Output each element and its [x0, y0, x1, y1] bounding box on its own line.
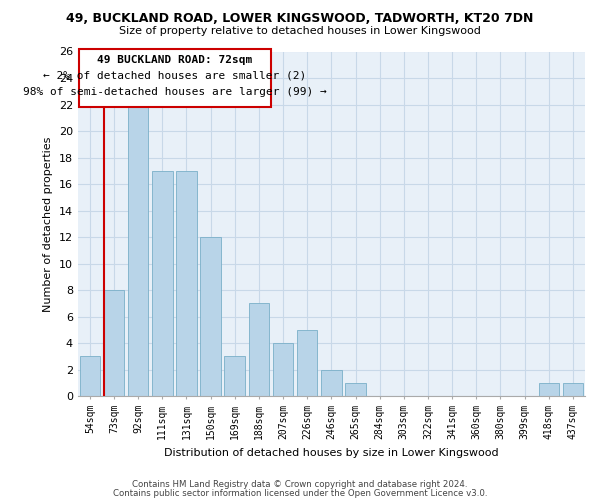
Text: 49, BUCKLAND ROAD, LOWER KINGSWOOD, TADWORTH, KT20 7DN: 49, BUCKLAND ROAD, LOWER KINGSWOOD, TADW…: [67, 12, 533, 26]
Bar: [321, 370, 341, 396]
Bar: [176, 171, 197, 396]
Bar: [128, 104, 148, 397]
Y-axis label: Number of detached properties: Number of detached properties: [43, 136, 53, 312]
Bar: [248, 304, 269, 396]
Bar: [104, 290, 124, 397]
Bar: [297, 330, 317, 396]
Text: 49 BUCKLAND ROAD: 72sqm: 49 BUCKLAND ROAD: 72sqm: [97, 56, 253, 66]
Text: 98% of semi-detached houses are larger (99) →: 98% of semi-detached houses are larger (…: [23, 88, 327, 98]
Bar: [152, 171, 173, 396]
Bar: [345, 383, 366, 396]
Text: Size of property relative to detached houses in Lower Kingswood: Size of property relative to detached ho…: [119, 26, 481, 36]
Bar: [273, 343, 293, 396]
Bar: [80, 356, 100, 397]
Bar: [539, 383, 559, 396]
X-axis label: Distribution of detached houses by size in Lower Kingswood: Distribution of detached houses by size …: [164, 448, 499, 458]
Text: ← 2% of detached houses are smaller (2): ← 2% of detached houses are smaller (2): [43, 70, 307, 81]
Text: Contains public sector information licensed under the Open Government Licence v3: Contains public sector information licen…: [113, 489, 487, 498]
Bar: [224, 356, 245, 397]
Text: Contains HM Land Registry data © Crown copyright and database right 2024.: Contains HM Land Registry data © Crown c…: [132, 480, 468, 489]
Bar: [79, 49, 271, 107]
Bar: [200, 237, 221, 396]
Bar: [563, 383, 583, 396]
